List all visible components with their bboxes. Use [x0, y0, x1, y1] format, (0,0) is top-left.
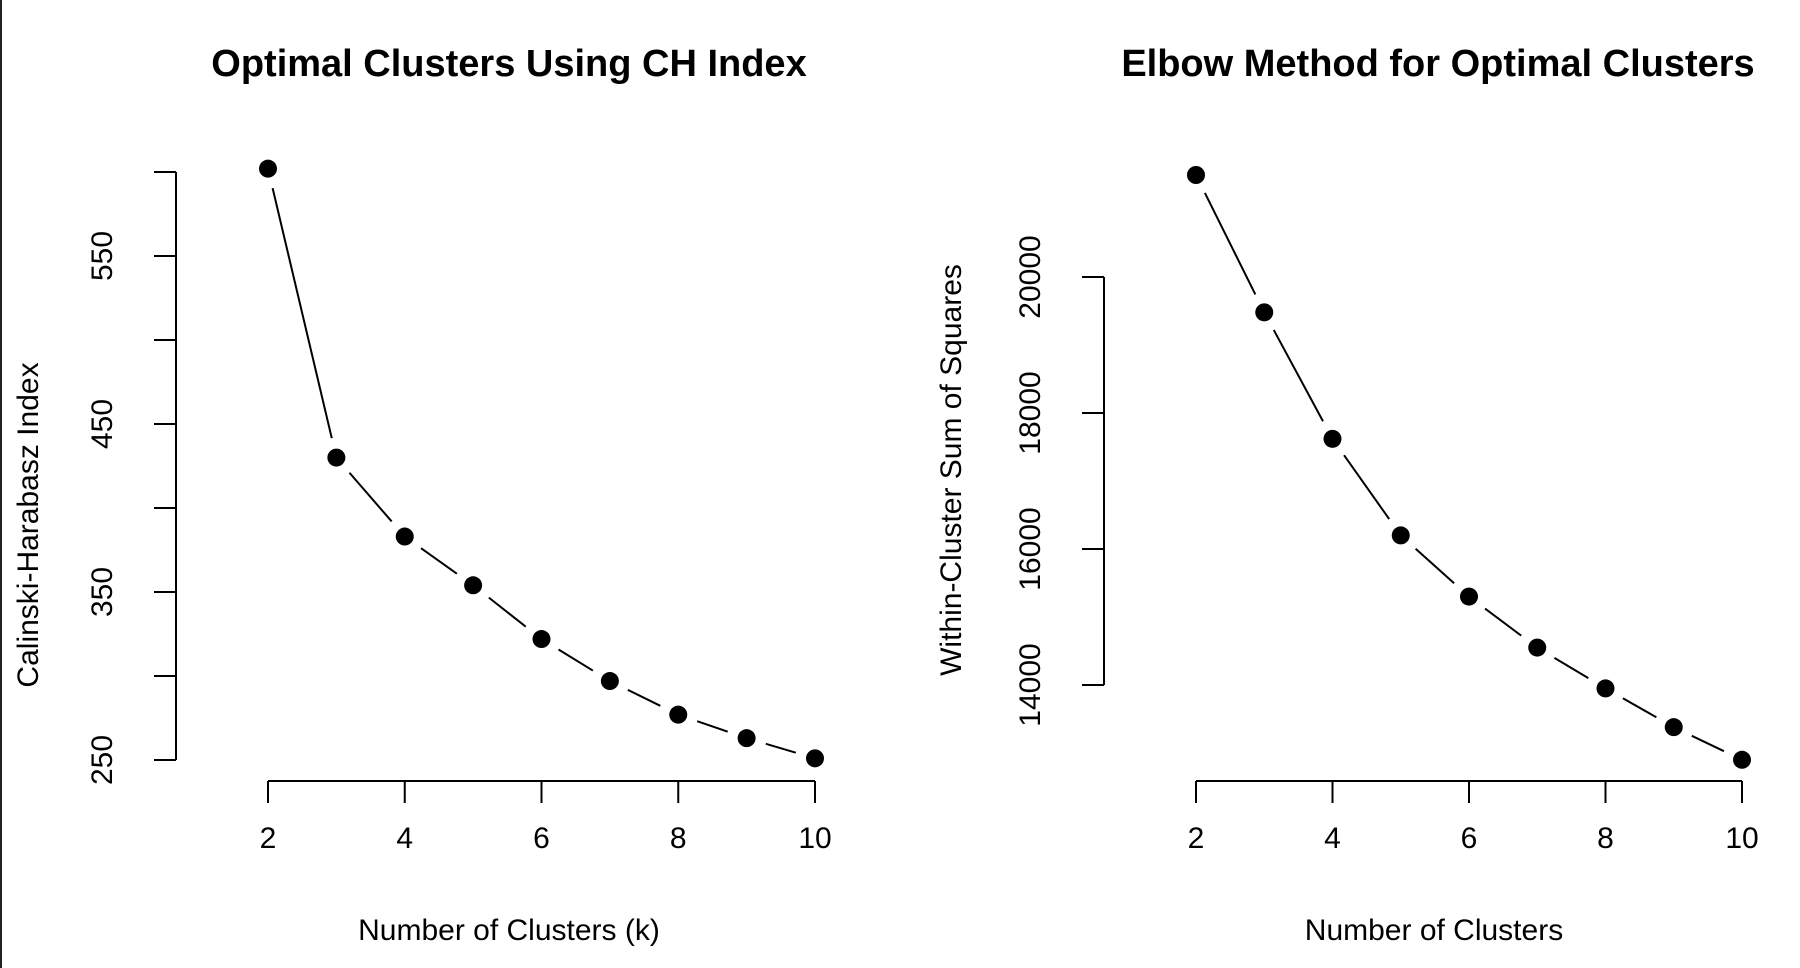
- data-point: [669, 705, 688, 724]
- x-axis-label: Number of Clusters: [1305, 914, 1563, 947]
- data-point: [1596, 679, 1615, 698]
- data-point: [259, 159, 277, 178]
- chart-title: Optimal Clusters Using CH Index: [211, 43, 806, 85]
- x-axis-label: Number of Clusters (k): [358, 914, 660, 947]
- data-point: [395, 527, 414, 546]
- x-tick-label: 10: [798, 822, 831, 855]
- line-segment: [488, 596, 527, 628]
- data-point: [1255, 303, 1274, 322]
- y-tick-label: 450: [86, 399, 119, 449]
- data-point: [1187, 166, 1205, 184]
- y-tick-label: 14000: [1014, 643, 1047, 726]
- y-axis-label: Calinski-Harabasz Index: [12, 362, 45, 687]
- x-tick-label: 8: [670, 822, 687, 855]
- data-point: [1664, 718, 1683, 737]
- line-segment: [558, 648, 594, 672]
- line-segment: [1343, 454, 1391, 520]
- y-tick-label: 250: [86, 735, 119, 785]
- line-segment: [1553, 657, 1589, 679]
- line-segment: [765, 742, 797, 754]
- data-point: [1323, 429, 1342, 448]
- x-tick-label: 8: [1597, 822, 1614, 855]
- data-point: [806, 749, 824, 768]
- data-point: [532, 630, 551, 649]
- data-point: [464, 576, 483, 595]
- x-tick-label: 2: [260, 822, 277, 855]
- y-tick-label: 350: [86, 567, 119, 617]
- data-point: [1391, 526, 1410, 545]
- x-tick-label: 4: [396, 822, 413, 855]
- data-point: [1460, 587, 1478, 606]
- window-edge: [0, 0, 2, 968]
- line-segment: [696, 720, 729, 733]
- data-point: [327, 448, 346, 467]
- ch-index-chart: Optimal Clusters Using CH Index Calinski…: [12, 43, 832, 947]
- elbow-chart: Elbow Method for Optimal Clusters Within…: [935, 43, 1759, 947]
- x-tick-label: 6: [1461, 822, 1478, 855]
- x-tick-label: 2: [1188, 822, 1205, 855]
- x-tick-label: 10: [1725, 822, 1758, 855]
- data-point: [737, 729, 756, 748]
- line-segment: [627, 688, 661, 707]
- chart-title: Elbow Method for Optimal Clusters: [1121, 43, 1754, 85]
- data-point: [1733, 750, 1751, 769]
- series-line: [1204, 192, 1725, 753]
- line-segment: [1204, 192, 1257, 295]
- line-segment: [348, 472, 393, 523]
- data-point: [600, 672, 619, 691]
- x-tick-label: 6: [533, 822, 550, 855]
- line-segment: [1622, 697, 1657, 719]
- x-axis: 2 4 6 8 10: [260, 780, 832, 855]
- series-line: [271, 187, 797, 754]
- y-tick-label: 18000: [1014, 371, 1047, 454]
- x-axis: 2 4 6 8 10: [1188, 780, 1759, 855]
- line-segment: [271, 187, 333, 439]
- x-tick-label: 4: [1324, 822, 1341, 855]
- y-axis: 14000 16000 18000 20000: [1014, 235, 1105, 727]
- line-segment: [1272, 329, 1324, 422]
- series-points: [259, 159, 824, 768]
- line-segment: [1484, 607, 1522, 637]
- y-tick-label: 16000: [1014, 507, 1047, 590]
- line-segment: [1691, 734, 1725, 753]
- line-segment: [420, 547, 458, 575]
- line-segment: [1414, 548, 1455, 584]
- y-axis-label: Within-Cluster Sum of Squares: [935, 264, 968, 676]
- data-point: [1528, 638, 1547, 657]
- y-axis: 250 350 450 550: [86, 171, 177, 785]
- series-points: [1187, 166, 1751, 769]
- y-tick-label: 550: [86, 231, 119, 281]
- y-tick-label: 20000: [1014, 235, 1047, 318]
